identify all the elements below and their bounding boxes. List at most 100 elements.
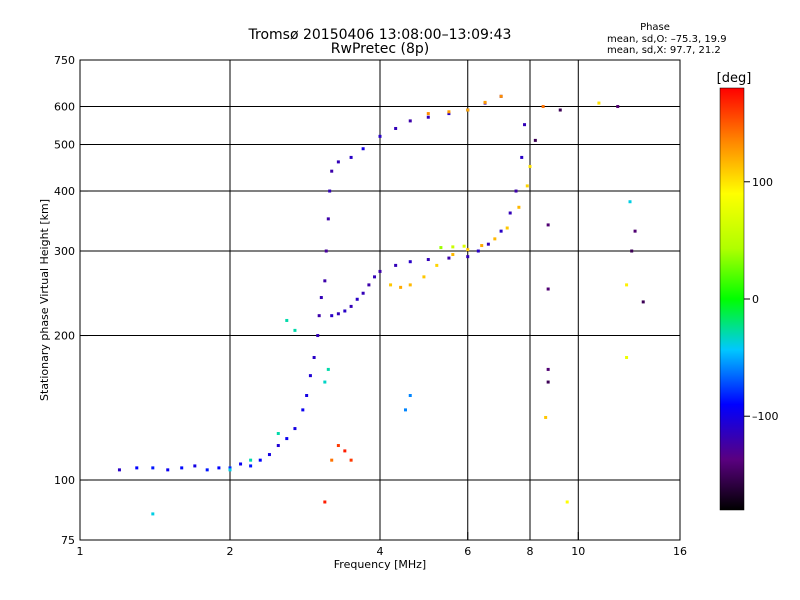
data-point <box>193 464 197 468</box>
data-point <box>249 458 253 462</box>
y-tick-label: 75 <box>61 534 75 547</box>
y-tick-label: 400 <box>54 185 75 198</box>
x-tick-label: 4 <box>377 545 384 558</box>
data-point <box>389 283 393 287</box>
data-point <box>630 249 634 253</box>
colorbar-tick-label: 0 <box>752 293 759 306</box>
data-point <box>349 458 353 462</box>
data-point <box>285 318 289 322</box>
y-tick-label: 750 <box>54 54 75 67</box>
data-point <box>426 115 430 119</box>
x-tick-label: 1 <box>77 545 84 558</box>
data-point <box>249 464 253 468</box>
data-point <box>217 466 221 470</box>
x-axis-label: Frequency [MHz] <box>334 558 426 571</box>
x-tick-label: 8 <box>527 545 534 558</box>
data-point <box>293 427 297 431</box>
data-point <box>422 275 426 279</box>
chart-title: Tromsø 20150406 13:08:00–13:09:43 <box>248 27 512 43</box>
data-point <box>285 437 289 441</box>
data-point <box>355 297 359 301</box>
data-point <box>267 453 271 457</box>
data-point <box>323 279 327 283</box>
colorbar-label: [deg] <box>717 71 752 86</box>
data-point <box>316 334 320 338</box>
data-point <box>394 126 398 130</box>
data-point <box>462 244 466 248</box>
data-point <box>326 217 330 221</box>
data-point <box>349 304 353 308</box>
data-point <box>597 101 601 105</box>
data-point <box>324 249 328 253</box>
phase-stats-title: Phase <box>640 22 670 33</box>
data-point <box>546 367 550 371</box>
data-point <box>312 355 316 359</box>
data-point <box>319 296 323 300</box>
data-point <box>514 189 518 193</box>
data-point <box>117 468 121 472</box>
data-point <box>439 246 443 250</box>
data-point <box>546 287 550 291</box>
data-point <box>151 512 155 516</box>
data-point <box>378 134 382 138</box>
data-point <box>308 374 312 378</box>
colorbar-tick-label: 100 <box>752 176 773 189</box>
data-point <box>293 328 297 332</box>
data-point <box>361 147 365 151</box>
data-point <box>520 155 524 159</box>
data-point <box>276 432 280 436</box>
data-point <box>616 105 620 109</box>
data-point <box>367 283 371 287</box>
data-point <box>466 255 470 259</box>
data-point <box>399 285 403 289</box>
data-point <box>625 355 629 359</box>
data-point <box>343 309 347 313</box>
data-point <box>323 500 327 504</box>
data-point <box>408 119 412 123</box>
data-point <box>317 314 321 318</box>
data-point <box>426 112 430 116</box>
y-tick-label: 500 <box>54 139 75 152</box>
data-point <box>349 155 353 159</box>
data-point <box>486 242 490 246</box>
data-point <box>301 408 305 412</box>
y-axis-label: Stationary phase Virtual Height [km] <box>38 199 51 401</box>
data-point <box>633 229 637 233</box>
data-point <box>426 258 430 262</box>
data-point <box>435 263 439 267</box>
data-point <box>544 415 548 419</box>
data-point <box>239 462 243 466</box>
data-point <box>483 100 487 104</box>
data-point <box>546 223 550 227</box>
data-point <box>628 200 632 204</box>
data-point <box>336 444 340 448</box>
data-point <box>528 164 532 168</box>
x-tick-label: 10 <box>571 545 585 558</box>
data-point <box>480 244 484 248</box>
data-point <box>330 314 334 318</box>
data-point <box>326 367 330 371</box>
data-point <box>408 260 412 264</box>
data-point <box>525 184 529 188</box>
x-tick-label: 6 <box>464 545 471 558</box>
data-point <box>151 466 155 470</box>
data-point <box>517 205 521 209</box>
y-tick-label: 100 <box>54 474 75 487</box>
data-point <box>166 468 170 472</box>
data-point <box>328 189 332 193</box>
data-point <box>558 108 562 112</box>
data-point <box>466 248 470 252</box>
data-point <box>180 466 184 470</box>
data-point <box>447 112 451 116</box>
grid-lines <box>80 60 680 540</box>
x-tick-label: 2 <box>227 545 234 558</box>
data-point <box>451 253 455 257</box>
y-tick-label: 600 <box>54 101 75 114</box>
data-point <box>378 269 382 273</box>
data-point <box>499 94 503 98</box>
data-point <box>533 138 537 142</box>
data-point <box>305 394 309 398</box>
data-point <box>493 237 497 241</box>
